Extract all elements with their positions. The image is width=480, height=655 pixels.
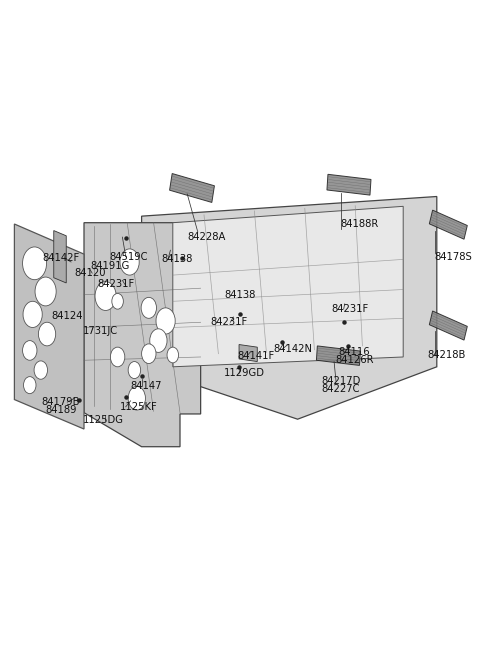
Text: 84218B: 84218B (427, 350, 466, 360)
Circle shape (128, 362, 141, 379)
Text: 84519C: 84519C (109, 252, 147, 262)
Text: 84138: 84138 (161, 254, 192, 265)
Text: 84120: 84120 (74, 268, 106, 278)
Polygon shape (84, 223, 201, 447)
Text: 84228A: 84228A (187, 232, 226, 242)
Polygon shape (429, 210, 468, 239)
Text: 84138: 84138 (224, 290, 256, 300)
Polygon shape (429, 311, 468, 340)
Text: 84178S: 84178S (435, 252, 472, 262)
Polygon shape (169, 174, 215, 202)
Circle shape (150, 329, 167, 352)
Text: 84231F: 84231F (332, 304, 369, 314)
Polygon shape (54, 231, 66, 283)
Text: 84179B: 84179B (42, 397, 80, 407)
Polygon shape (14, 224, 84, 429)
Text: 84231F: 84231F (97, 279, 135, 290)
Text: 84141F: 84141F (238, 350, 275, 361)
Circle shape (23, 247, 47, 280)
Circle shape (95, 282, 116, 310)
Text: 84191G: 84191G (91, 261, 130, 271)
Circle shape (110, 347, 125, 367)
Polygon shape (173, 206, 403, 367)
Circle shape (23, 301, 42, 328)
Text: 84126R: 84126R (335, 355, 373, 365)
Circle shape (112, 293, 123, 309)
Circle shape (167, 347, 179, 363)
Circle shape (35, 277, 56, 306)
Circle shape (156, 308, 175, 334)
Circle shape (128, 386, 145, 410)
Text: 84147: 84147 (131, 381, 162, 392)
Polygon shape (142, 196, 437, 419)
Text: 84189: 84189 (45, 405, 77, 415)
Text: 1731JC: 1731JC (83, 326, 119, 336)
Text: 84227C: 84227C (322, 384, 360, 394)
Text: 84188R: 84188R (340, 219, 378, 229)
Text: 84116: 84116 (338, 347, 370, 358)
Polygon shape (239, 345, 257, 362)
Polygon shape (327, 174, 371, 195)
Text: 84124: 84124 (51, 310, 83, 321)
Circle shape (141, 297, 156, 318)
Circle shape (23, 341, 37, 360)
Circle shape (38, 322, 56, 346)
Text: 84142N: 84142N (273, 344, 312, 354)
Circle shape (120, 249, 139, 275)
Text: 84217D: 84217D (321, 376, 360, 386)
Text: 1125DG: 1125DG (83, 415, 124, 425)
Text: 84142F: 84142F (43, 253, 80, 263)
Circle shape (34, 361, 48, 379)
Text: 84231F: 84231F (211, 317, 248, 328)
Text: 1129GD: 1129GD (224, 368, 265, 379)
Polygon shape (316, 346, 360, 365)
Text: 1125KF: 1125KF (120, 402, 158, 412)
Circle shape (142, 344, 156, 364)
Circle shape (24, 377, 36, 394)
